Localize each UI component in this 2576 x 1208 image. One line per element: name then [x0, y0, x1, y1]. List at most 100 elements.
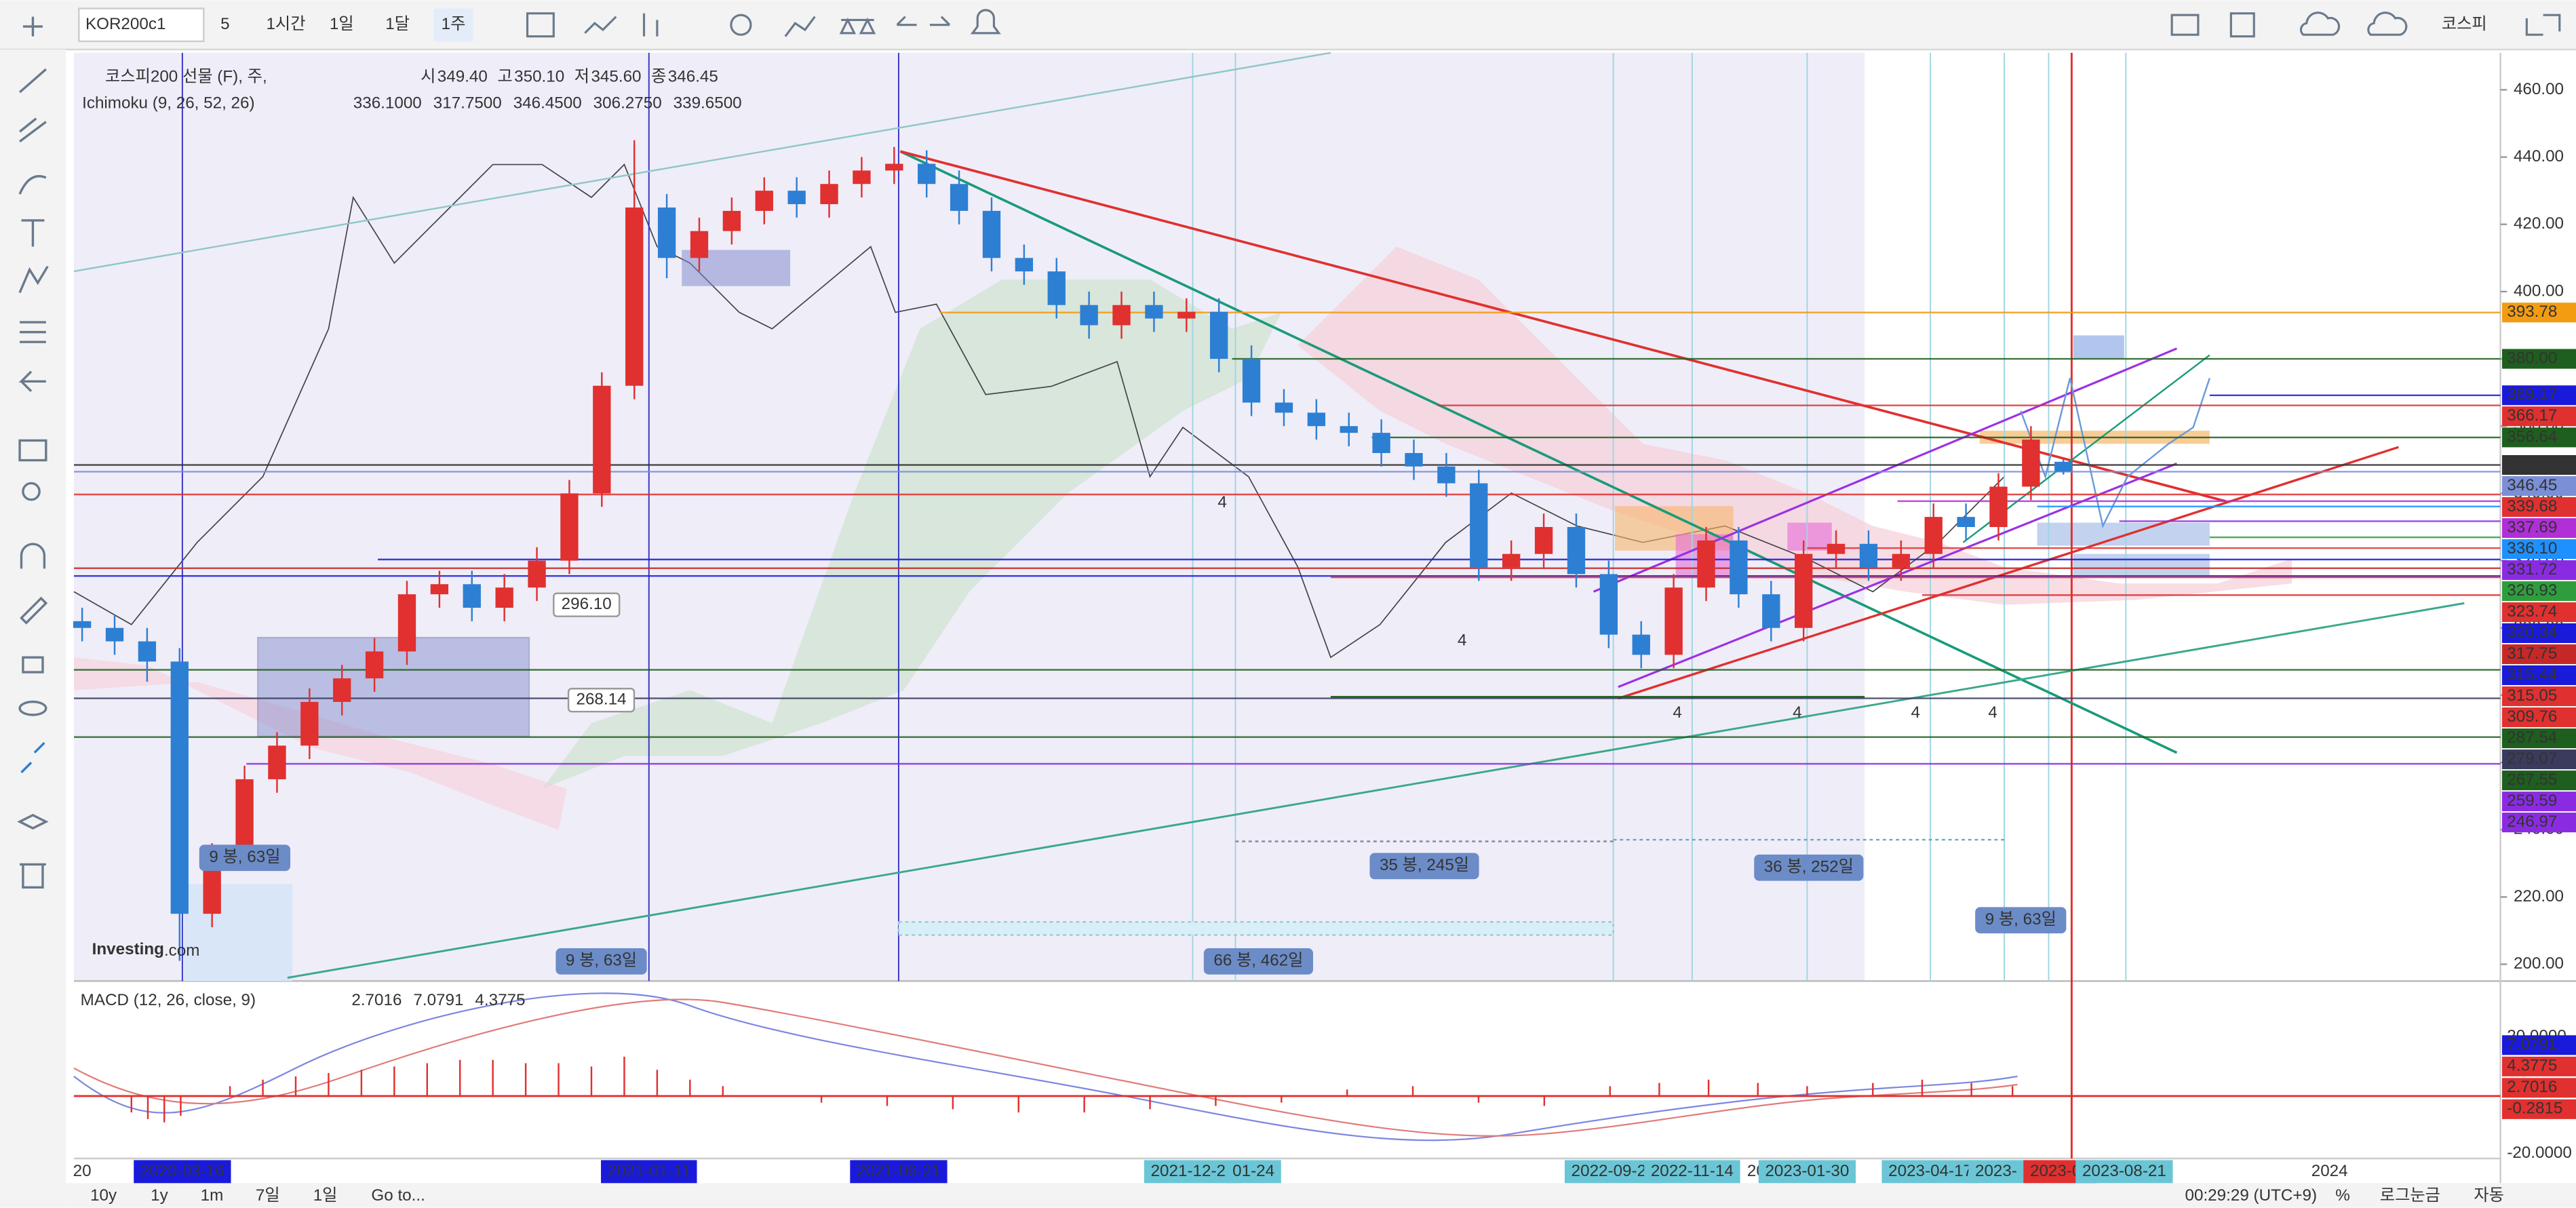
magnet-tool[interactable]	[20, 543, 46, 569]
price-label-bg	[2502, 518, 2576, 539]
compare-button[interactable]	[839, 17, 876, 35]
interval-button[interactable]: 1일	[330, 15, 354, 33]
brush-tool[interactable]	[18, 175, 47, 195]
zoom-tool[interactable]	[22, 482, 41, 501]
candle-body	[300, 701, 319, 746]
candle-body	[397, 594, 416, 652]
price-label: 315.05	[2507, 686, 2557, 705]
redo-button[interactable]	[929, 16, 951, 26]
candle-body	[1859, 543, 1878, 568]
trend-line	[899, 150, 2227, 503]
candle-body	[1599, 574, 1618, 635]
price-label-bg	[2502, 560, 2576, 581]
range-button[interactable]: 10y	[90, 1186, 117, 1205]
lock-draw-tool[interactable]	[20, 596, 48, 625]
percent-button[interactable]: %	[2335, 1186, 2350, 1205]
channel-tool[interactable]	[19, 117, 47, 143]
y-tick-label: 420.00	[2514, 214, 2564, 233]
callout-box	[567, 688, 636, 713]
trend-line	[1618, 446, 2399, 700]
interval-button-active[interactable]	[433, 8, 473, 41]
candle-body	[982, 210, 1001, 258]
price-label-bg	[2502, 749, 2576, 770]
fullscreen-button[interactable]	[2525, 14, 2561, 36]
price-label: 366.17	[2507, 406, 2557, 425]
macd-axis-label-bg	[2502, 1035, 2576, 1055]
candle-body	[105, 627, 124, 642]
ichimoku-cloud-red-early	[73, 657, 567, 830]
date-label-bg	[850, 1160, 948, 1184]
period-label: 36 봉, 252일	[1764, 858, 1854, 876]
toolbar-icons[interactable]	[526, 9, 2561, 38]
price-label: 337.69	[2507, 518, 2557, 537]
price-label: 315.44	[2507, 665, 2557, 684]
pattern-tool[interactable]	[18, 265, 49, 294]
indicator-value: 336.1000	[353, 94, 422, 112]
candle-body	[625, 207, 644, 386]
auto-button[interactable]: 자동	[2474, 1186, 2504, 1205]
price-label-bg	[2502, 496, 2576, 518]
macd-name: MACD (12, 26, close, 9)	[81, 991, 256, 1009]
fib-tool[interactable]	[20, 321, 46, 343]
clock: 00:29:29 (UTC+9)	[2185, 1186, 2318, 1205]
range-button[interactable]: 1일	[313, 1186, 338, 1205]
link-tool[interactable]	[20, 741, 45, 773]
settings-button[interactable]	[730, 14, 752, 36]
zone-box	[184, 884, 293, 981]
interval-button[interactable]: 1시간	[266, 15, 305, 33]
zone-box	[1787, 522, 1832, 551]
log-button[interactable]: 로그눈금	[2380, 1186, 2440, 1205]
interval-button[interactable]: 1달	[385, 15, 410, 33]
candle-body	[528, 560, 546, 588]
price-label-bg	[2502, 644, 2576, 665]
snapshot-button[interactable]	[2170, 14, 2200, 36]
text-tool[interactable]	[21, 219, 45, 247]
undo-button[interactable]	[896, 16, 917, 26]
range-button[interactable]: 1m	[201, 1186, 224, 1205]
legend-field: 시	[421, 68, 435, 86]
candle-body	[1080, 305, 1098, 326]
trend-line	[1593, 347, 2178, 593]
wave-count: 4	[1793, 703, 1801, 722]
cloud-load-button[interactable]	[2299, 12, 2341, 36]
alert-button[interactable]	[970, 9, 1001, 35]
legend-value: 349.40	[437, 68, 488, 86]
indicators-button[interactable]	[784, 16, 816, 37]
candle-body	[1145, 305, 1163, 319]
price-label-bg	[2502, 665, 2576, 686]
range-button[interactable]: 7일	[256, 1186, 280, 1205]
price-label: 339.68	[2507, 497, 2557, 515]
y-tick-label: 440.00	[2514, 147, 2564, 165]
price-label-bg	[2502, 539, 2576, 560]
delete-tool[interactable]	[20, 863, 46, 889]
legend-value: 345.60	[591, 68, 641, 86]
lock-tool[interactable]	[22, 656, 44, 674]
candle-body	[1177, 311, 1196, 319]
interval-button[interactable]: 5	[220, 15, 229, 33]
line-tool[interactable]	[18, 68, 47, 94]
interval-button[interactable]: 1주	[442, 15, 466, 33]
line-type-button[interactable]	[584, 16, 617, 34]
period-label-bg	[555, 948, 647, 975]
price-label: 326.93	[2507, 581, 2557, 600]
indicator-value: 339.6500	[674, 94, 742, 112]
back-tool[interactable]	[18, 370, 46, 393]
goto-button[interactable]: Go to...	[371, 1186, 425, 1205]
period-label-bg	[1203, 948, 1313, 975]
macd-value: 4.3775	[475, 991, 525, 1009]
market-button[interactable]: 코스피	[2442, 15, 2487, 33]
template-button[interactable]	[2229, 12, 2255, 38]
symbol-input[interactable]	[78, 7, 205, 43]
bar-type-button[interactable]	[642, 13, 659, 37]
crosshair-tool[interactable]	[22, 16, 43, 37]
candle-body	[690, 231, 709, 258]
price-label: 279.07	[2507, 749, 2557, 768]
range-button[interactable]: 1y	[151, 1186, 168, 1205]
layers-tool[interactable]	[17, 813, 49, 830]
tool-icons[interactable]	[17, 16, 49, 889]
indicator-name: Ichimoku (9, 26, 52, 26)	[82, 94, 254, 112]
cloud-save-button[interactable]	[2367, 12, 2408, 36]
visibility-tool[interactable]	[18, 700, 47, 716]
chart-type-button[interactable]	[526, 12, 555, 38]
indicator-tool[interactable]	[18, 439, 47, 462]
